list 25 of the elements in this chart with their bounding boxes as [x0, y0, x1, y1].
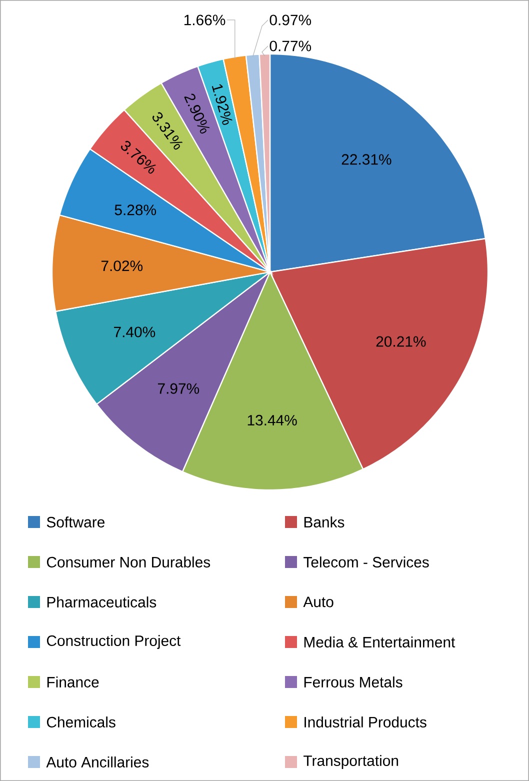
- legend-label: Transportation: [304, 755, 398, 769]
- legend-label: Auto Ancillaries: [46, 756, 149, 768]
- legend-label: Chemicals: [46, 716, 116, 728]
- legend-label: Industrial Products: [304, 716, 426, 728]
- legend-label: Finance: [47, 676, 99, 688]
- data-label: 7.97%: [158, 383, 200, 394]
- data-label: 7.02%: [101, 260, 143, 272]
- data-label: 13.44%: [248, 414, 297, 426]
- data-label: 7.40%: [114, 326, 156, 338]
- data-label: 0.77%: [270, 40, 312, 52]
- legend-label: Media & Entertainment: [304, 636, 456, 648]
- data-label: 0.97%: [270, 14, 312, 26]
- legend-label: Banks: [304, 516, 344, 528]
- data-label: 22.31%: [342, 154, 392, 165]
- legend-label: Pharmaceuticals: [47, 596, 156, 608]
- data-label: 1.92%: [212, 84, 232, 125]
- data-label: 20.21%: [376, 336, 426, 347]
- legend-label: Construction Project: [46, 635, 181, 649]
- data-label: 5.28%: [114, 204, 156, 216]
- legend-label: Auto: [303, 596, 334, 608]
- legend-label: Telecom - Services: [304, 556, 429, 568]
- legend-label: Consumer Non Durables: [46, 556, 210, 568]
- legend-label: Software: [46, 516, 104, 528]
- legend-label: Ferrous Metals: [304, 676, 402, 688]
- data-label: 1.66%: [184, 14, 226, 26]
